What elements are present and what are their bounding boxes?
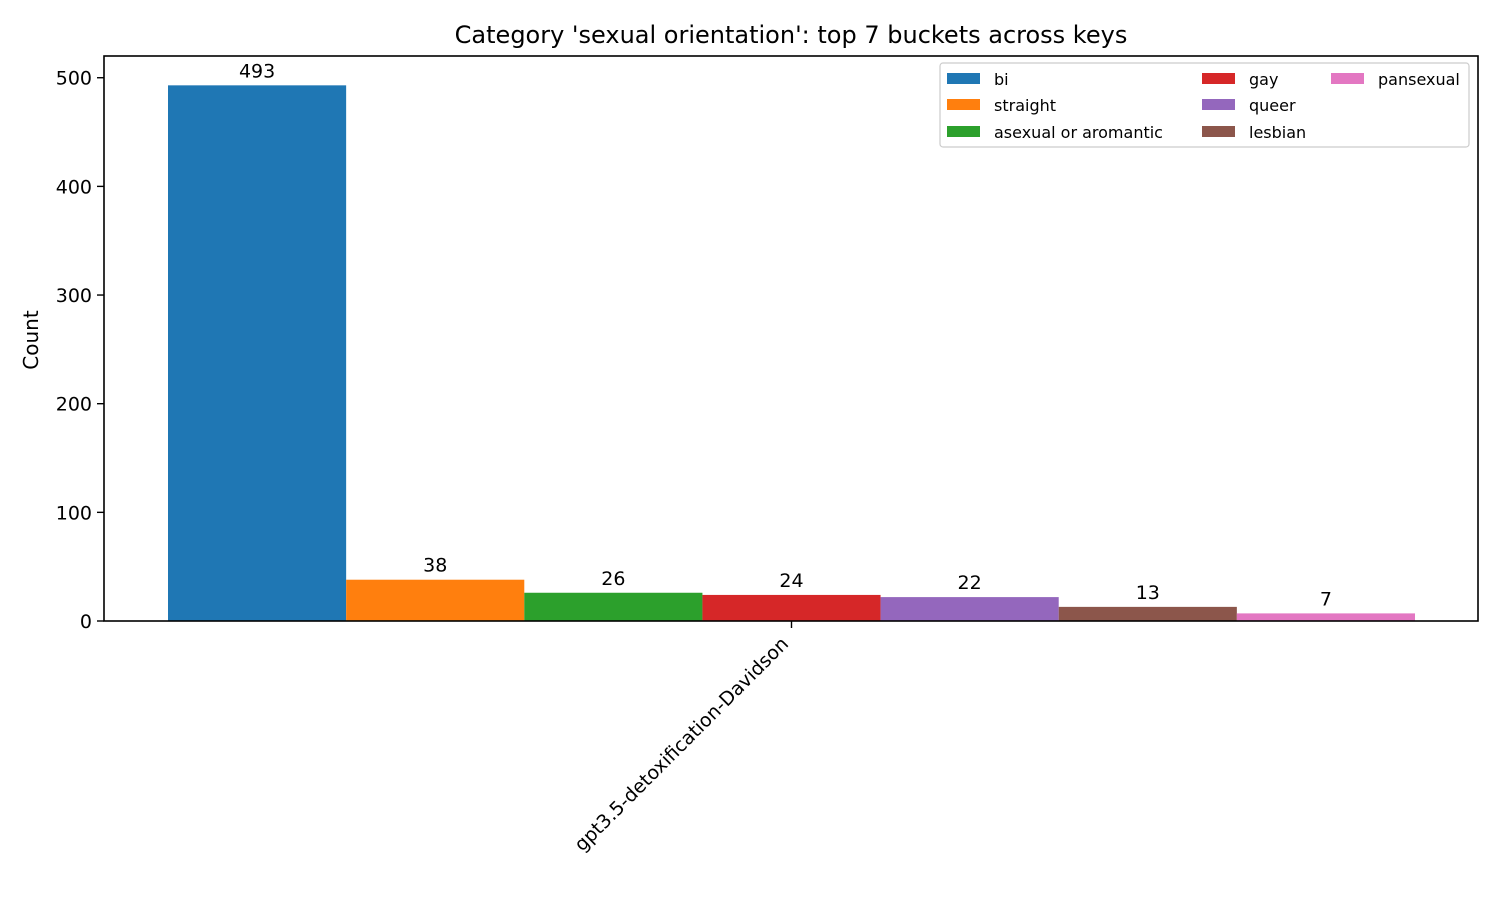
bar bbox=[168, 85, 347, 621]
data-labels-group: 493 38 26 24 22 13 7 bbox=[239, 60, 1332, 610]
y-axis: 0 100 200 300 400 500 bbox=[56, 68, 104, 633]
bar bbox=[524, 592, 703, 621]
bar bbox=[1058, 606, 1237, 621]
legend-label: asexual or aromantic bbox=[994, 123, 1163, 142]
data-label: 26 bbox=[601, 568, 625, 590]
legend-swatch bbox=[1202, 126, 1235, 137]
legend-swatch bbox=[1331, 73, 1364, 84]
y-axis-label: Count bbox=[19, 310, 43, 370]
chart-title: Category 'sexual orientation': top 7 buc… bbox=[455, 21, 1128, 49]
bar bbox=[1236, 613, 1415, 621]
legend-swatch bbox=[947, 126, 980, 137]
plot-area-frame bbox=[103, 55, 1479, 622]
legend-swatch bbox=[1202, 99, 1235, 110]
legend-label: queer bbox=[1249, 96, 1296, 115]
legend-swatch bbox=[947, 73, 980, 84]
y-tick-label: 300 bbox=[56, 285, 92, 307]
legend-swatch bbox=[1202, 73, 1235, 84]
legend-swatch bbox=[947, 99, 980, 110]
x-tick-label: gpt3.5-detoxification-Davidson bbox=[570, 633, 793, 856]
data-label: 13 bbox=[1136, 582, 1160, 604]
x-axis: gpt3.5-detoxification-Davidson bbox=[570, 621, 793, 856]
data-label: 493 bbox=[239, 60, 275, 82]
bars-group bbox=[168, 85, 1415, 621]
data-label: 7 bbox=[1320, 588, 1332, 610]
y-tick-label: 400 bbox=[56, 176, 92, 198]
legend-label: gay bbox=[1249, 70, 1278, 89]
legend-label: lesbian bbox=[1249, 123, 1306, 142]
legend-label: pansexual bbox=[1378, 70, 1460, 89]
data-label: 24 bbox=[779, 570, 803, 592]
data-label: 22 bbox=[958, 572, 982, 594]
y-tick-label: 0 bbox=[80, 611, 92, 633]
bar bbox=[880, 597, 1059, 621]
legend-label: bi bbox=[994, 70, 1009, 89]
bar bbox=[346, 579, 525, 621]
legend-label: straight bbox=[994, 96, 1056, 115]
bar bbox=[702, 594, 881, 621]
legend: bi straight asexual or aromantic gay queer le… bbox=[939, 62, 1470, 148]
y-tick-label: 500 bbox=[56, 68, 92, 90]
y-tick-label: 200 bbox=[56, 394, 92, 416]
data-label: 38 bbox=[423, 555, 447, 577]
y-tick-label: 100 bbox=[56, 502, 92, 524]
